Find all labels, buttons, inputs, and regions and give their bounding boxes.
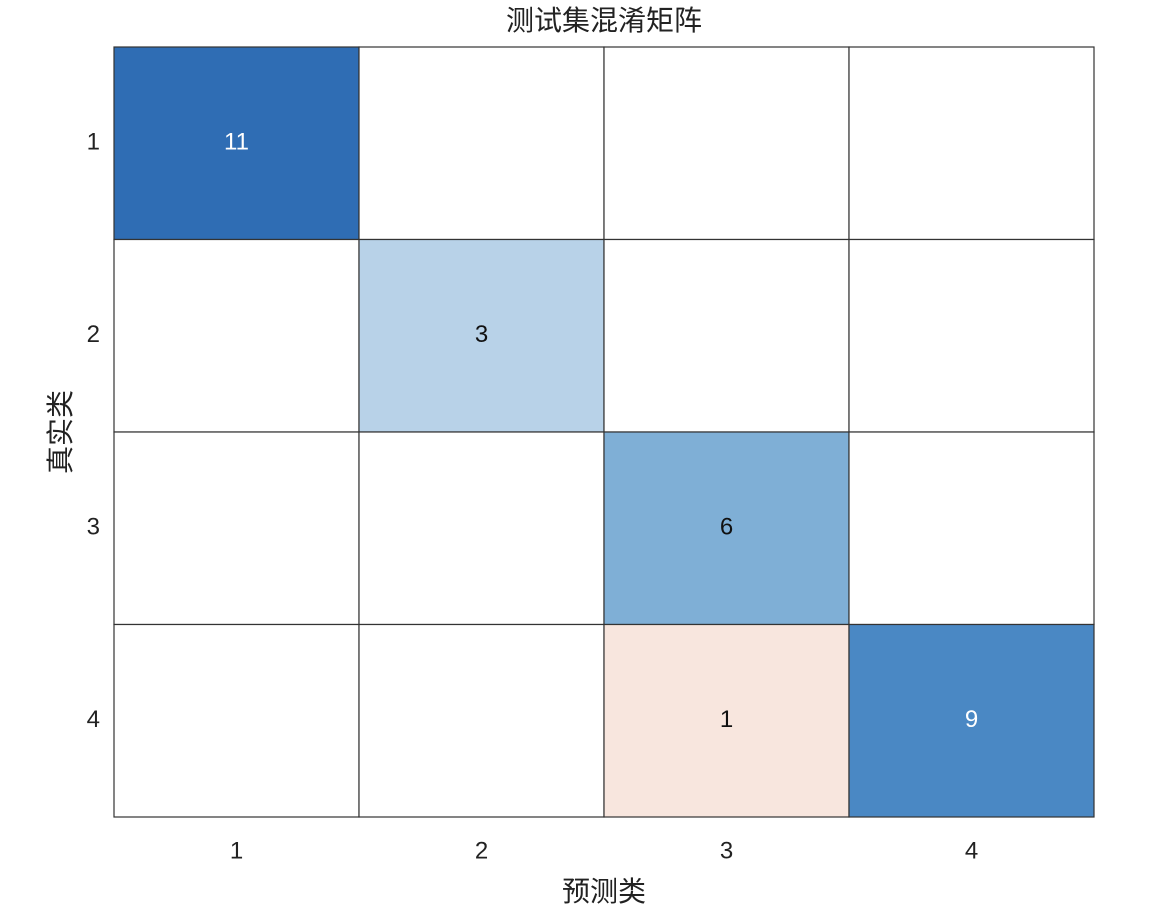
cell [358, 238, 605, 433]
cell-value: 3 [475, 321, 488, 348]
cell [113, 238, 360, 433]
cell [113, 623, 360, 818]
cell [603, 431, 850, 626]
x-tick-label: 3 [720, 837, 733, 864]
cell [358, 623, 605, 818]
cell [848, 46, 1095, 241]
cell [358, 431, 605, 626]
cell [603, 623, 850, 818]
cell-value: 1 [720, 706, 733, 733]
cell [848, 238, 1095, 433]
y-tick-label: 4 [87, 706, 100, 733]
cell-value: 6 [720, 514, 733, 541]
y-axis-label: 真实类 [44, 390, 77, 474]
x-tick-label: 4 [965, 837, 978, 864]
cell [603, 238, 850, 433]
cell [358, 46, 605, 241]
x-axis-label: 预测类 [562, 875, 646, 908]
cell [603, 46, 850, 241]
cell [113, 431, 360, 626]
y-tick-label: 3 [87, 514, 100, 541]
cell [113, 46, 360, 241]
y-tick-label: 1 [87, 129, 100, 156]
x-tick-label: 2 [475, 837, 488, 864]
cell [848, 431, 1095, 626]
cell [848, 623, 1095, 818]
chart-title: 测试集混淆矩阵 [506, 4, 702, 37]
y-tick-label: 2 [87, 321, 100, 348]
cell-value: 9 [965, 706, 978, 733]
x-tick-label: 1 [230, 837, 243, 864]
cell-value: 11 [224, 129, 249, 156]
